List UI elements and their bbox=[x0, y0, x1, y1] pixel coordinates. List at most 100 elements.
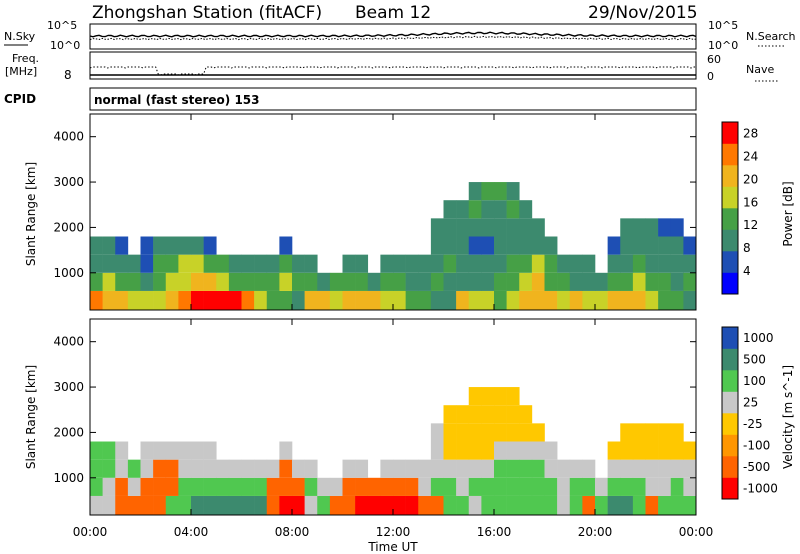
heatmap-cell bbox=[178, 272, 192, 291]
x-tick-label: 00:00 bbox=[679, 525, 714, 539]
heatmap-cell bbox=[153, 236, 167, 255]
heatmap-cell bbox=[430, 459, 444, 478]
heatmap-cell bbox=[658, 423, 672, 442]
colorbar-tick-label: 4 bbox=[743, 264, 751, 278]
heatmap-cell bbox=[632, 272, 646, 291]
heatmap-cell bbox=[658, 218, 672, 237]
heatmap-cell bbox=[582, 495, 596, 515]
heatmap-cell bbox=[632, 423, 646, 442]
heatmap-cell bbox=[645, 236, 659, 255]
heatmap-cell bbox=[557, 290, 571, 310]
nsky-tick-bottom: 10^0 bbox=[50, 39, 80, 52]
heatmap-cell bbox=[342, 254, 356, 273]
heatmap-cell bbox=[279, 459, 293, 478]
heatmap-cell bbox=[468, 495, 482, 515]
heatmap-cell bbox=[178, 495, 192, 515]
heatmap-cell bbox=[632, 290, 646, 310]
heatmap-cell bbox=[670, 272, 684, 291]
heatmap-cell bbox=[329, 477, 343, 496]
heatmap-cell bbox=[607, 495, 621, 515]
heatmap-cell bbox=[102, 254, 116, 273]
heatmap-cell bbox=[178, 477, 192, 496]
heatmap-cell bbox=[519, 441, 533, 460]
heatmap-cell bbox=[367, 290, 381, 310]
heatmap-cell bbox=[683, 272, 697, 291]
nsky-line bbox=[89, 31, 697, 38]
heatmap-cell bbox=[355, 290, 369, 310]
heatmap-cell bbox=[203, 272, 217, 291]
heatmap-cell bbox=[241, 459, 255, 478]
time-axis: 00:00 04:00 08:00 12:00 16:00 20:00 00:00 bbox=[73, 114, 714, 539]
y-tick-label: 3000 bbox=[53, 175, 84, 189]
heatmap-cell bbox=[506, 387, 520, 406]
heatmap-cell bbox=[506, 272, 520, 291]
heatmap-cell bbox=[468, 423, 482, 442]
heatmap-cell bbox=[456, 254, 470, 273]
nave-tick-top: 60 bbox=[707, 53, 721, 66]
heatmap-cell bbox=[203, 254, 217, 273]
heatmap-cell bbox=[443, 254, 457, 273]
nsearch-tick-top: 10^5 bbox=[708, 19, 738, 32]
heatmap-cell bbox=[90, 272, 103, 291]
heatmap-cell bbox=[620, 290, 634, 310]
colorbar-tick-label: -500 bbox=[743, 460, 770, 474]
heatmap-cell bbox=[557, 477, 571, 496]
heatmap-cell bbox=[279, 254, 293, 273]
heatmap-cell bbox=[178, 236, 192, 255]
y-tick-label: 1000 bbox=[53, 266, 84, 280]
heatmap-cell bbox=[620, 495, 634, 515]
power-colorbar: 4 8 12 16 20 24 28 bbox=[721, 121, 758, 295]
heatmap-cell bbox=[393, 272, 406, 291]
heatmap-cell bbox=[519, 459, 533, 478]
heatmap-cell bbox=[140, 290, 154, 310]
heatmap-cell bbox=[228, 272, 242, 291]
colorbar-swatch bbox=[722, 434, 738, 457]
heatmap-cell bbox=[443, 477, 457, 496]
heatmap-cell bbox=[670, 495, 684, 515]
heatmap-cell bbox=[443, 441, 457, 460]
heatmap-cell bbox=[557, 272, 571, 291]
heatmap-cell bbox=[165, 254, 179, 273]
heatmap-cell bbox=[228, 254, 242, 273]
heatmap-cell bbox=[582, 272, 596, 291]
heatmap-cell bbox=[165, 459, 179, 478]
heatmap-cell bbox=[607, 236, 621, 255]
heatmap-cell bbox=[127, 272, 141, 291]
heatmap-cell bbox=[127, 459, 141, 478]
heatmap-cell bbox=[468, 405, 482, 424]
heatmap-cell bbox=[241, 272, 255, 291]
heatmap-cell bbox=[292, 477, 305, 496]
heatmap-cell bbox=[481, 459, 495, 478]
colorbar-tick-label: -25 bbox=[743, 417, 763, 431]
heatmap-cell bbox=[254, 290, 268, 310]
heatmap-cell bbox=[481, 423, 495, 442]
heatmap-cell bbox=[178, 459, 192, 478]
heatmap-cell bbox=[645, 477, 659, 496]
heatmap-cell bbox=[519, 423, 533, 442]
heatmap-cell bbox=[443, 236, 457, 255]
colorbar-swatch bbox=[722, 251, 738, 273]
heatmap-cell bbox=[658, 459, 672, 478]
heatmap-cell bbox=[266, 477, 280, 496]
colorbar-tick-label: -1000 bbox=[743, 481, 778, 495]
colorbar-tick-label: 1000 bbox=[743, 331, 774, 345]
heatmap-cell bbox=[115, 459, 129, 478]
heatmap-cell bbox=[456, 290, 470, 310]
heatmap-cell bbox=[102, 459, 116, 478]
heatmap-cell bbox=[632, 495, 646, 515]
heatmap-cell bbox=[165, 272, 179, 291]
heatmap-cell bbox=[355, 495, 369, 515]
heatmap-cell bbox=[203, 459, 217, 478]
heatmap-cell bbox=[115, 495, 129, 515]
heatmap-cell bbox=[683, 441, 697, 460]
heatmap-cell bbox=[292, 459, 305, 478]
heatmap-cell bbox=[494, 182, 507, 201]
colorbar-tick-label: 28 bbox=[743, 126, 758, 140]
heatmap-cell bbox=[670, 459, 684, 478]
colorbar-swatch bbox=[722, 327, 738, 349]
heatmap-cell bbox=[203, 290, 217, 310]
heatmap-cell bbox=[632, 236, 646, 255]
heatmap-cell bbox=[127, 495, 141, 515]
freq-panel-frame bbox=[89, 51, 697, 80]
freq-tick: 8 bbox=[64, 68, 72, 82]
